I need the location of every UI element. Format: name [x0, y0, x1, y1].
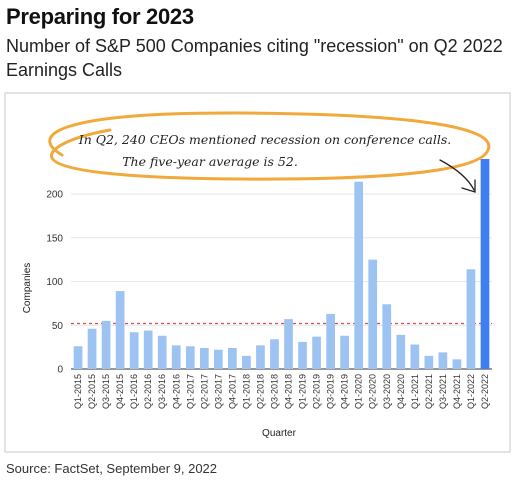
x-tick-label: Q4-2020: [396, 374, 406, 409]
x-tick-label: Q4-2015: [115, 374, 125, 409]
x-tick-label: Q3-2019: [326, 374, 336, 409]
callout-line-2: The five-year average is 52.: [122, 154, 298, 169]
x-tick-label: Q4-2021: [452, 374, 462, 409]
x-tick-label: Q2-2016: [143, 374, 153, 409]
bar-q3-2017: [213, 349, 223, 369]
bar-q4-2021: [452, 359, 462, 369]
x-tick-label: Q4-2017: [227, 374, 237, 409]
x-tick-label: Q1-2018: [241, 374, 251, 409]
source-note: Source: FactSet, September 9, 2022: [6, 461, 218, 476]
bar-q2-2016: [143, 330, 153, 369]
bar-q4-2018: [284, 319, 293, 369]
bar-q3-2019: [326, 313, 335, 369]
x-tick-label: Q1-2017: [185, 374, 195, 409]
x-tick-label: Q1-2015: [73, 374, 83, 409]
x-tick-label: Q4-2016: [171, 374, 181, 409]
bar-q4-2017: [228, 348, 237, 369]
x-tick-label: Q2-2021: [424, 374, 434, 409]
x-tick-label: Q4-2019: [340, 374, 350, 409]
bar-q3-2018: [270, 339, 279, 369]
x-tick-label: Q4-2018: [284, 374, 294, 409]
bar-q1-2020: [354, 181, 364, 369]
y-axis-label: Companies: [22, 263, 33, 314]
chart-subtitle: Number of S&P 500 Companies citing "rece…: [6, 36, 503, 80]
x-tick-label: Q3-2016: [157, 374, 167, 409]
bar-q1-2015: [73, 346, 83, 369]
x-tick-label: Q1-2020: [354, 374, 364, 409]
x-tick-label: Q2-2015: [87, 374, 97, 409]
x-tick-label: Q2-2018: [255, 374, 265, 409]
y-tick-label: 200: [46, 190, 63, 201]
callout-line-1: In Q2, 240 CEOs mentioned recession on c…: [78, 132, 451, 147]
bar-q1-2019: [298, 341, 307, 369]
bar-q2-2022: [480, 159, 490, 369]
bar-q4-2020: [396, 334, 406, 369]
x-tick-label: Q3-2021: [438, 374, 448, 409]
x-tick-label: Q3-2018: [269, 374, 279, 409]
bar-q2-2015: [87, 328, 97, 369]
bar-q3-2015: [101, 320, 111, 369]
y-tick-label: 0: [57, 365, 63, 376]
x-tick-label: Q2-2019: [312, 374, 322, 409]
x-tick-label: Q3-2020: [382, 374, 392, 409]
bar-q1-2022: [466, 269, 476, 369]
x-tick-label: Q1-2016: [129, 374, 139, 409]
y-tick-label: 100: [46, 277, 63, 288]
bar-q2-2020: [368, 259, 378, 369]
y-tick-label: 150: [46, 233, 63, 244]
bar-q4-2015: [115, 291, 125, 369]
bar-q3-2016: [157, 335, 167, 369]
bar-q2-2017: [199, 348, 209, 369]
callout-arrow: [439, 159, 476, 193]
chart-title: Preparing for 2023: [6, 4, 194, 29]
bar-q2-2021: [424, 355, 434, 369]
x-tick-label: Q1-2022: [466, 374, 476, 409]
x-tick-label: Q2-2020: [368, 374, 378, 409]
bar-q1-2016: [129, 332, 139, 369]
bar-q1-2021: [410, 344, 420, 369]
x-tick-label: Q2-2022: [480, 374, 490, 409]
x-tick-label: Q2-2017: [199, 374, 209, 409]
bar-q3-2020: [382, 304, 392, 369]
bar-q1-2017: [185, 346, 195, 369]
bar-q3-2021: [438, 352, 448, 369]
x-tick-label: Q3-2015: [101, 374, 111, 409]
y-tick-label: 50: [52, 321, 64, 332]
x-tick-label: Q1-2021: [410, 374, 420, 409]
x-axis-label: Quarter: [262, 428, 297, 439]
x-tick-label: Q3-2017: [213, 374, 223, 409]
bar-q2-2019: [312, 336, 321, 369]
callout: In Q2, 240 CEOs mentioned recession on c…: [48, 111, 491, 193]
x-tick-label: Q1-2019: [298, 374, 308, 409]
bar-q4-2019: [340, 335, 350, 369]
callout-ellipse: [48, 111, 491, 181]
bar-q4-2016: [171, 345, 181, 369]
bar-q2-2018: [256, 345, 265, 369]
chart-frame: [4, 92, 511, 453]
bar-q1-2018: [242, 355, 251, 369]
